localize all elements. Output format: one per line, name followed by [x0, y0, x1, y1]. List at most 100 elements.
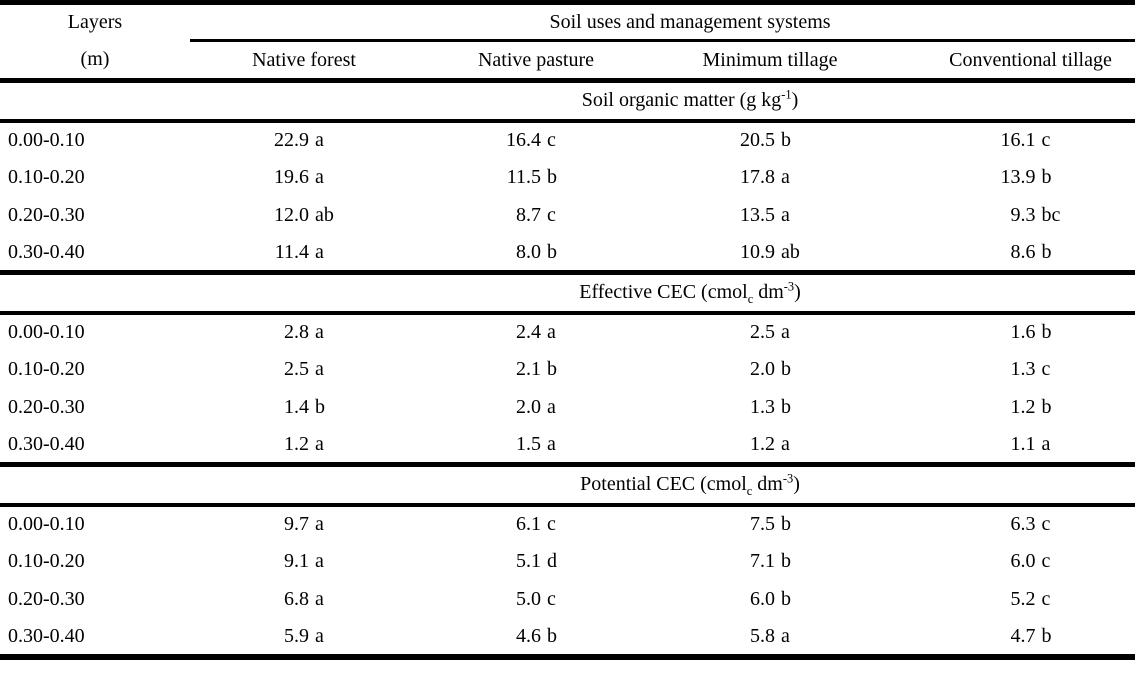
value-cell: 19.6 a	[190, 159, 418, 197]
value-wrap: 9.7 a	[265, 513, 343, 536]
value-number: 19.6	[274, 166, 309, 188]
col-header-native-pasture: Native pasture	[418, 40, 654, 83]
value-wrap: 1.3 b	[731, 396, 809, 419]
value-cell: 1.2 b	[886, 389, 1135, 427]
significance-letter: c	[547, 513, 556, 535]
value-cell: 2.4 a	[418, 313, 654, 351]
value-number: 13.5	[740, 204, 775, 226]
significance-letter: b	[781, 129, 791, 151]
significance-letter: a	[315, 588, 324, 610]
value-cell: 5.2 c	[886, 581, 1135, 619]
value-number: 1.4	[284, 396, 309, 418]
value-wrap: 16.1 c	[992, 129, 1070, 152]
section-header-row: Soil organic matter (g kg-1)	[0, 78, 1135, 123]
value-wrap: 16.4 c	[497, 129, 575, 152]
value-wrap: 6.8 a	[265, 588, 343, 611]
value-cell: 2.5 a	[654, 313, 886, 351]
value-number: 7.1	[750, 550, 775, 572]
significance-letter: a	[547, 396, 556, 418]
value-wrap: 1.4 b	[265, 396, 343, 419]
value-cell: 12.0 ab	[190, 197, 418, 235]
significance-letter: b	[315, 396, 325, 418]
value-cell: 6.1 c	[418, 505, 654, 543]
value-cell: 8.6 b	[886, 235, 1135, 273]
value-wrap: 2.8 a	[265, 321, 343, 344]
value-wrap: 2.5 a	[731, 321, 809, 344]
significance-letter: c	[547, 129, 556, 151]
value-cell: 4.7 b	[886, 619, 1135, 657]
value-wrap: 2.1 b	[497, 358, 575, 381]
value-wrap: 12.0 ab	[265, 204, 343, 227]
value-number: 5.8	[750, 624, 775, 647]
significance-letter: a	[315, 550, 324, 572]
significance-letter: a	[315, 358, 324, 380]
value-wrap: 5.2 c	[992, 588, 1070, 611]
significance-letter: b	[781, 588, 791, 610]
layer-cell: 0.30-0.40	[8, 624, 85, 647]
value-wrap: 5.9 a	[265, 625, 343, 648]
value-number: 6.1	[516, 513, 541, 535]
section-title-text: )	[791, 89, 799, 112]
value-number: 1.2	[750, 432, 775, 455]
value-wrap: 1.3 c	[992, 358, 1070, 381]
value-cell: 1.4 b	[190, 389, 418, 427]
layer-cell: 0.00-0.10	[8, 513, 85, 535]
value-number: 22.9	[274, 129, 309, 151]
significance-letter: c	[1041, 129, 1051, 151]
table-row: 0.10-0.20 9.1 a 5.1 d 7.1 b 6.0 c	[0, 543, 1135, 581]
significance-letter: d	[547, 550, 557, 572]
significance-letter: a	[781, 204, 790, 226]
value-number: 1.6	[1010, 321, 1036, 343]
value-number: 11.4	[274, 240, 309, 263]
layers-unit: (m)	[0, 40, 190, 83]
value-number: 20.5	[740, 129, 775, 151]
value-cell: 16.4 c	[418, 121, 654, 159]
value-wrap: 4.6 b	[497, 625, 575, 648]
value-cell: 8.7 c	[418, 197, 654, 235]
value-cell: 13.9 b	[886, 159, 1135, 197]
value-number: 5.2	[1010, 588, 1036, 610]
significance-letter: b	[1041, 166, 1052, 188]
significance-letter: c	[547, 204, 556, 226]
significance-letter: a	[781, 624, 790, 647]
layer-cell: 0.30-0.40	[8, 240, 85, 263]
value-number: 8.6	[1010, 240, 1036, 263]
value-wrap: 20.5 b	[731, 129, 809, 152]
value-cell: 7.5 b	[654, 505, 886, 543]
value-wrap: 1.1 a	[992, 433, 1070, 456]
value-cell: 1.5 a	[418, 427, 654, 465]
value-cell: 22.9 a	[190, 121, 418, 159]
table-body: Soil organic matter (g kg-1) 0.00-0.10 22.…	[0, 78, 1135, 657]
value-cell: 16.1 c	[886, 121, 1135, 159]
significance-letter: b	[781, 513, 791, 535]
value-wrap: 13.5 a	[731, 204, 809, 227]
table-row: 0.20-0.30 1.4 b 2.0 a 1.3 b 1.2 b	[0, 389, 1135, 427]
value-number: 6.0	[750, 588, 775, 610]
layer-cell: 0.10-0.20	[8, 166, 85, 188]
significance-letter: a	[315, 321, 324, 343]
value-number: 2.0	[516, 396, 541, 418]
significance-letter: b	[781, 550, 791, 572]
value-number: 1.1	[1010, 432, 1036, 455]
significance-letter: a	[781, 432, 790, 455]
value-number: 2.5	[284, 358, 309, 380]
soil-management-table: Layers Soil uses and management systems …	[0, 0, 1135, 660]
value-number: 12.0	[274, 204, 309, 226]
section-title-text: c	[746, 484, 753, 499]
significance-letter: b	[781, 358, 791, 380]
value-wrap: 17.8 a	[731, 166, 809, 189]
significance-letter: ab	[781, 240, 800, 263]
value-cell: 6.8 a	[190, 581, 418, 619]
value-number: 2.0	[750, 358, 775, 380]
layer-cell: 0.00-0.10	[8, 321, 85, 343]
significance-letter: a	[315, 624, 324, 647]
value-number: 2.1	[516, 358, 541, 380]
value-wrap: 8.0 b	[497, 241, 575, 264]
significance-letter: c	[1041, 588, 1051, 610]
value-number: 6.8	[284, 588, 309, 610]
significance-letter: a	[315, 166, 324, 188]
value-wrap: 1.2 a	[265, 433, 343, 456]
value-cell: 6.0 b	[654, 581, 886, 619]
value-number: 16.1	[1000, 129, 1036, 151]
value-cell: 1.2 a	[190, 427, 418, 465]
